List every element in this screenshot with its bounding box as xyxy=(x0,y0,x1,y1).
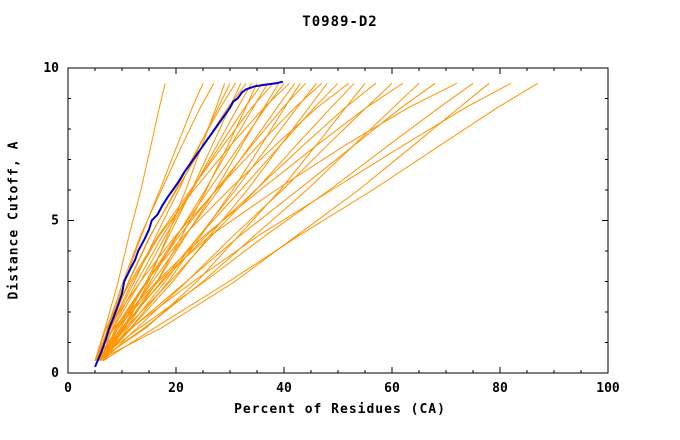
model-curve-28 xyxy=(102,82,393,362)
model-curve-9 xyxy=(94,83,253,362)
highlight-curve xyxy=(94,80,284,368)
model-curve-15 xyxy=(99,82,285,362)
model-curve-19 xyxy=(99,82,306,362)
model-curve-22 xyxy=(97,82,328,362)
model-curve-12 xyxy=(102,83,269,362)
model-curve-30 xyxy=(97,82,420,362)
model-curve-5 xyxy=(94,83,231,362)
y-tick-label: 10 xyxy=(43,61,59,76)
model-curves xyxy=(94,82,539,362)
x-tick-label: 40 xyxy=(276,381,292,396)
model-curve-21 xyxy=(94,82,323,361)
x-tick-label: 80 xyxy=(492,381,508,396)
model-curve-20 xyxy=(102,82,317,362)
model-curve-23 xyxy=(99,82,339,362)
model-curve-25 xyxy=(94,82,355,362)
model-curve-36 xyxy=(102,82,539,362)
tick-labels: 0 20 40 60 80 100 0 5 10 xyxy=(43,61,620,396)
model-curve-34 xyxy=(97,82,490,362)
x-tick-label: 60 xyxy=(384,381,400,396)
model-curve-33 xyxy=(94,82,474,362)
model-curve-29 xyxy=(94,82,404,362)
model-curve-1 xyxy=(94,83,166,361)
x-tick-label: 0 xyxy=(64,381,72,396)
x-tick-label: 100 xyxy=(596,381,620,396)
model-curve-24 xyxy=(102,82,350,361)
y-tick-label: 5 xyxy=(51,214,59,229)
model-curve-27 xyxy=(99,82,377,362)
model-curve-13 xyxy=(94,82,274,361)
chart-title: T0989-D2 xyxy=(302,14,378,30)
model-curve-35 xyxy=(100,82,512,362)
x-tick-label: 20 xyxy=(168,381,184,396)
model-curve-32 xyxy=(102,82,458,362)
x-axis-label: Percent of Residues (CA) xyxy=(234,402,446,417)
model-curve-10 xyxy=(97,83,258,362)
y-tick-label: 0 xyxy=(51,366,59,381)
axis-ticks xyxy=(67,67,609,374)
